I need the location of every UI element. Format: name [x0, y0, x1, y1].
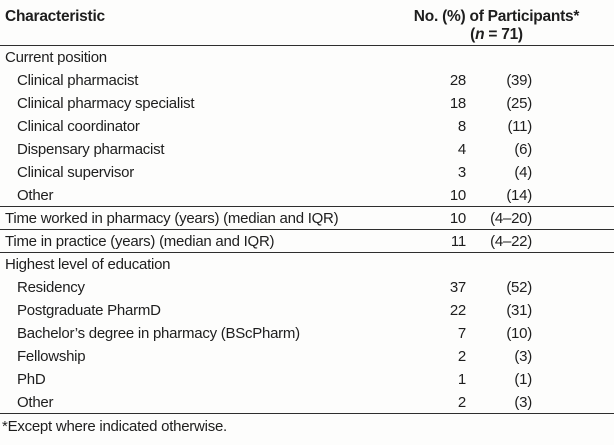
row-label: Fellowship: [17, 348, 86, 365]
row-label: Clinical coordinator: [17, 118, 140, 135]
row-count: 18: [449, 95, 466, 112]
row-label: Time in practice (years) (median and IQR…: [5, 232, 275, 250]
table-row: Clinical coordinator 8 (11): [0, 115, 614, 138]
table-row: Clinical pharmacy specialist 18 (25): [0, 92, 614, 115]
column-header-participants: No. (%) of Participants* (n = 71): [379, 8, 614, 44]
row-percent: (4–20): [490, 209, 532, 227]
row-label: Clinical pharmacy specialist: [17, 95, 195, 112]
table-header-row: Characteristic No. (%) of Participants* …: [0, 0, 614, 46]
row-label: Clinical pharmacist: [17, 72, 139, 89]
row-percent: (39): [506, 72, 532, 89]
table-footnote: *Except where indicated otherwise.: [2, 418, 227, 435]
row-label: Time worked in pharmacy (years) (median …: [5, 209, 339, 227]
table-row: PhD 1 (1): [0, 368, 614, 391]
row-count: 2: [457, 348, 466, 365]
row-label: Other: [17, 186, 54, 204]
row-count: 28: [449, 72, 466, 89]
row-count: 37: [449, 279, 466, 296]
row-count: 1: [457, 371, 466, 388]
row-percent: (11): [507, 118, 532, 135]
row-label: PhD: [17, 371, 46, 388]
row-count: 4: [457, 141, 466, 158]
column-header-characteristic: Characteristic: [5, 8, 105, 25]
n-open-paren: (: [470, 26, 476, 43]
table-row-time-in-practice: Time in practice (years) (median and IQR…: [0, 230, 614, 253]
row-percent: (10): [506, 325, 532, 342]
table-row: Postgraduate PharmD 22 (31): [0, 299, 614, 322]
row-percent: (14): [506, 186, 532, 204]
row-percent: (4–22): [490, 232, 532, 250]
row-percent: (25): [506, 95, 532, 112]
row-percent: (1): [514, 371, 532, 388]
row-count: 7: [457, 325, 466, 342]
row-count: 11: [450, 232, 466, 250]
table-row-section-education: Highest level of education: [0, 253, 614, 276]
row-count: 3: [457, 164, 466, 181]
row-count: 10: [449, 186, 466, 204]
table-row-time-worked: Time worked in pharmacy (years) (median …: [0, 207, 614, 230]
row-percent: (3): [514, 348, 532, 365]
row-percent: (31): [506, 302, 532, 319]
table-row: Clinical supervisor 3 (4): [0, 161, 614, 184]
table-row: Clinical pharmacist 28 (39): [0, 69, 614, 92]
table-row: Residency 37 (52): [0, 276, 614, 299]
row-label: Current position: [5, 49, 107, 66]
row-count: 22: [449, 302, 466, 319]
row-count: 10: [449, 209, 466, 227]
row-percent: (6): [514, 141, 532, 158]
row-label: Clinical supervisor: [17, 164, 134, 181]
table-row: Other 10 (14): [0, 184, 614, 207]
row-label: Other: [17, 393, 54, 411]
n-value: = 71): [484, 26, 523, 43]
row-count: 2: [457, 393, 466, 411]
table-row: Other 2 (3): [0, 391, 614, 414]
participants-header-line1: No. (%) of Participants*: [413, 8, 580, 25]
table-row: Fellowship 2 (3): [0, 345, 614, 368]
row-percent: (3): [514, 393, 532, 411]
row-label: Highest level of education: [5, 256, 171, 273]
participants-header-line2: (n = 71): [470, 26, 523, 43]
table-row: Bachelor’s degree in pharmacy (BScPharm)…: [0, 322, 614, 345]
row-percent: (52): [506, 279, 532, 296]
table-row-section-current-position: Current position: [0, 46, 614, 69]
row-count: 8: [457, 118, 466, 135]
table-row: Dispensary pharmacist 4 (6): [0, 138, 614, 161]
row-label: Postgraduate PharmD: [17, 302, 161, 319]
row-label: Dispensary pharmacist: [17, 141, 165, 158]
n-symbol: n: [475, 26, 485, 43]
row-percent: (4): [514, 164, 532, 181]
row-label: Bachelor’s degree in pharmacy (BScPharm): [17, 325, 300, 342]
row-label: Residency: [17, 279, 85, 296]
